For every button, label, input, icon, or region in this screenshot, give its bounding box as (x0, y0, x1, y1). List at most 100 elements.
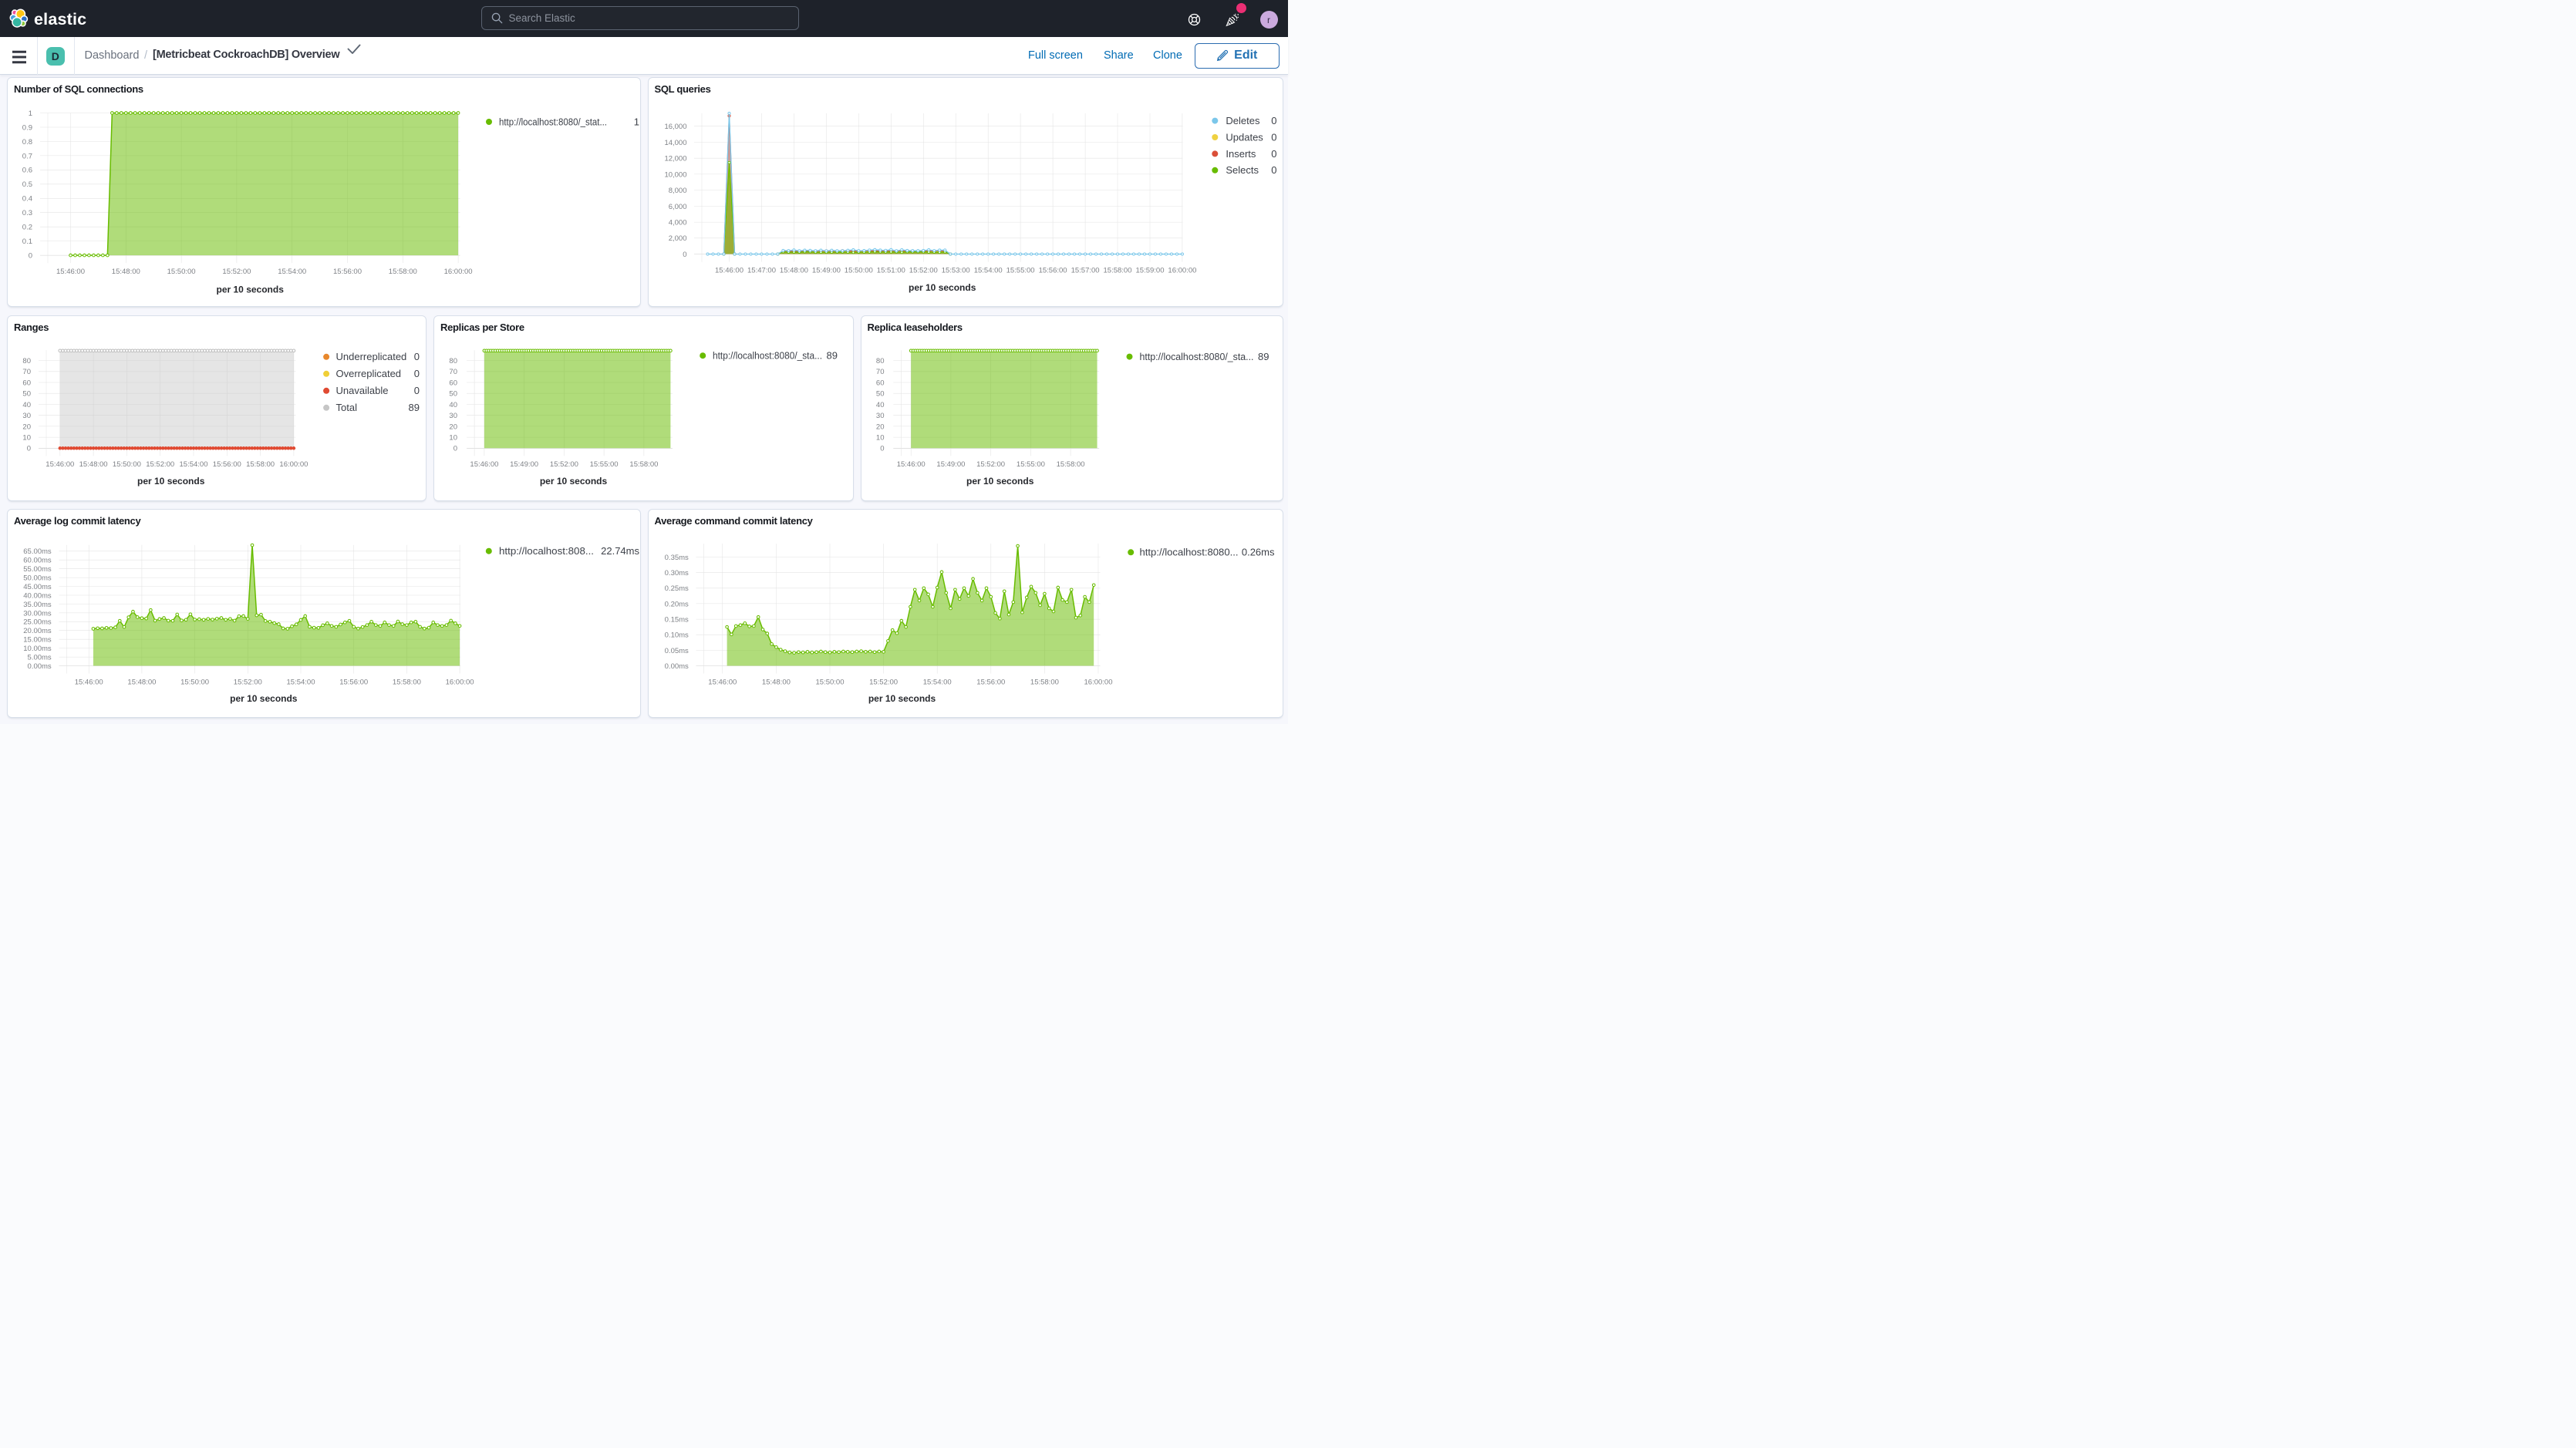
svg-text:15:48:00: 15:48:00 (79, 460, 108, 469)
svg-text:0: 0 (1271, 147, 1276, 159)
svg-text:15:49:00: 15:49:00 (811, 266, 840, 274)
svg-text:15:55:00: 15:55:00 (590, 460, 619, 469)
svg-text:16:00:00: 16:00:00 (446, 678, 474, 686)
svg-text:0.26ms: 0.26ms (1241, 546, 1274, 557)
svg-text:10: 10 (449, 434, 457, 443)
svg-text:0: 0 (27, 445, 31, 453)
svg-text:15:50:00: 15:50:00 (844, 266, 872, 274)
svg-text:16:00:00: 16:00:00 (1168, 266, 1196, 274)
svg-text:per 10 seconds: per 10 seconds (540, 476, 608, 487)
svg-text:45.00ms: 45.00ms (23, 582, 52, 591)
svg-text:60.00ms: 60.00ms (23, 556, 52, 564)
svg-text:15:52:00: 15:52:00 (234, 678, 262, 686)
svg-text:per 10 seconds: per 10 seconds (868, 692, 936, 703)
svg-text:0: 0 (29, 251, 32, 260)
svg-text:10: 10 (22, 434, 31, 443)
svg-text:0: 0 (683, 250, 686, 258)
svg-text:per 10 seconds: per 10 seconds (137, 476, 205, 487)
svg-text:15:56:00: 15:56:00 (333, 267, 362, 275)
svg-text:0.1: 0.1 (22, 237, 32, 246)
svg-text:0.7: 0.7 (22, 152, 32, 160)
svg-text:35.00ms: 35.00ms (23, 600, 52, 608)
svg-text:30: 30 (449, 412, 457, 420)
svg-text:15:53:00: 15:53:00 (941, 266, 969, 274)
svg-text:15:55:00: 15:55:00 (1016, 460, 1044, 469)
svg-text:0: 0 (880, 445, 884, 453)
svg-text:per 10 seconds: per 10 seconds (230, 692, 298, 703)
svg-text:15:58:00: 15:58:00 (1030, 678, 1058, 686)
svg-text:70: 70 (875, 368, 884, 376)
svg-text:2,000: 2,000 (668, 234, 686, 243)
svg-text:0.4: 0.4 (22, 194, 32, 203)
svg-text:15:49:00: 15:49:00 (936, 460, 965, 469)
svg-text:0: 0 (1271, 131, 1276, 143)
svg-text:20: 20 (22, 423, 31, 431)
svg-text:16,000: 16,000 (664, 123, 686, 131)
svg-text:15:50:00: 15:50:00 (815, 678, 844, 686)
svg-text:15:50:00: 15:50:00 (167, 267, 196, 275)
svg-text:0: 0 (414, 385, 420, 396)
svg-text:0.15ms: 0.15ms (664, 615, 688, 624)
svg-text:15:51:00: 15:51:00 (876, 266, 905, 274)
svg-text:40: 40 (22, 401, 31, 409)
svg-text:89: 89 (409, 402, 420, 413)
svg-text:15:52:00: 15:52:00 (976, 460, 1005, 469)
svg-text:http://localhost:808...: http://localhost:808... (499, 545, 594, 557)
svg-text:0.5: 0.5 (22, 180, 32, 189)
svg-text:0: 0 (414, 351, 420, 362)
svg-text:50: 50 (22, 390, 31, 399)
svg-text:0.20ms: 0.20ms (664, 600, 688, 608)
svg-text:89: 89 (827, 350, 838, 362)
svg-text:15:58:00: 15:58:00 (393, 678, 421, 686)
svg-text:20: 20 (875, 423, 884, 431)
svg-text:0.00ms: 0.00ms (664, 662, 688, 670)
svg-text:16:00:00: 16:00:00 (444, 267, 473, 275)
svg-text:15:56:00: 15:56:00 (976, 678, 1005, 686)
svg-text:50: 50 (449, 390, 457, 399)
svg-text:70: 70 (22, 368, 31, 376)
svg-text:15:46:00: 15:46:00 (46, 460, 74, 469)
svg-text:15:48:00: 15:48:00 (779, 266, 808, 274)
svg-text:15:54:00: 15:54:00 (180, 460, 208, 469)
svg-text:15:48:00: 15:48:00 (112, 267, 140, 275)
svg-text:Inserts: Inserts (1226, 147, 1256, 159)
svg-text:Deletes: Deletes (1226, 115, 1260, 126)
svg-text:30: 30 (22, 412, 31, 420)
svg-text:0.25ms: 0.25ms (664, 584, 688, 593)
svg-text:15:54:00: 15:54:00 (973, 266, 1002, 274)
svg-text:16:00:00: 16:00:00 (1084, 678, 1112, 686)
svg-text:http://localhost:8080/_sta...: http://localhost:8080/_sta... (713, 350, 822, 362)
svg-text:15:46:00: 15:46:00 (715, 266, 743, 274)
svg-text:15:52:00: 15:52:00 (222, 267, 251, 275)
svg-text:25.00ms: 25.00ms (23, 618, 52, 626)
svg-text:Underreplicated: Underreplicated (336, 351, 407, 362)
svg-text:50.00ms: 50.00ms (23, 574, 52, 582)
svg-text:15:58:00: 15:58:00 (1056, 460, 1084, 469)
svg-text:4,000: 4,000 (668, 218, 686, 227)
svg-text:0.3: 0.3 (22, 209, 32, 217)
svg-text:0.00ms: 0.00ms (28, 662, 52, 670)
svg-text:Updates: Updates (1226, 131, 1263, 143)
svg-text:89: 89 (1258, 351, 1269, 362)
svg-text:15:58:00: 15:58:00 (389, 267, 417, 275)
svg-text:per 10 seconds: per 10 seconds (217, 284, 285, 295)
svg-text:6,000: 6,000 (668, 202, 686, 210)
svg-text:80: 80 (449, 357, 457, 365)
svg-text:http://localhost:8080...: http://localhost:8080... (1139, 546, 1238, 557)
svg-text:15:54:00: 15:54:00 (922, 678, 951, 686)
svg-text:15:50:00: 15:50:00 (180, 678, 209, 686)
svg-text:elastic: elastic (34, 10, 86, 29)
svg-text:16:00:00: 16:00:00 (279, 460, 308, 469)
svg-text:15:52:00: 15:52:00 (146, 460, 174, 469)
svg-text:0.8: 0.8 (22, 137, 32, 146)
svg-text:15:58:00: 15:58:00 (1103, 266, 1131, 274)
svg-text:30: 30 (875, 412, 884, 420)
svg-text:40: 40 (449, 401, 457, 409)
svg-text:40: 40 (875, 401, 884, 409)
svg-text:0: 0 (1271, 164, 1276, 176)
svg-text:5.00ms: 5.00ms (28, 653, 52, 662)
svg-text:10,000: 10,000 (664, 170, 686, 179)
svg-text:15:54:00: 15:54:00 (278, 267, 306, 275)
svg-text:15:46:00: 15:46:00 (470, 460, 498, 469)
svg-text:0: 0 (453, 445, 457, 453)
